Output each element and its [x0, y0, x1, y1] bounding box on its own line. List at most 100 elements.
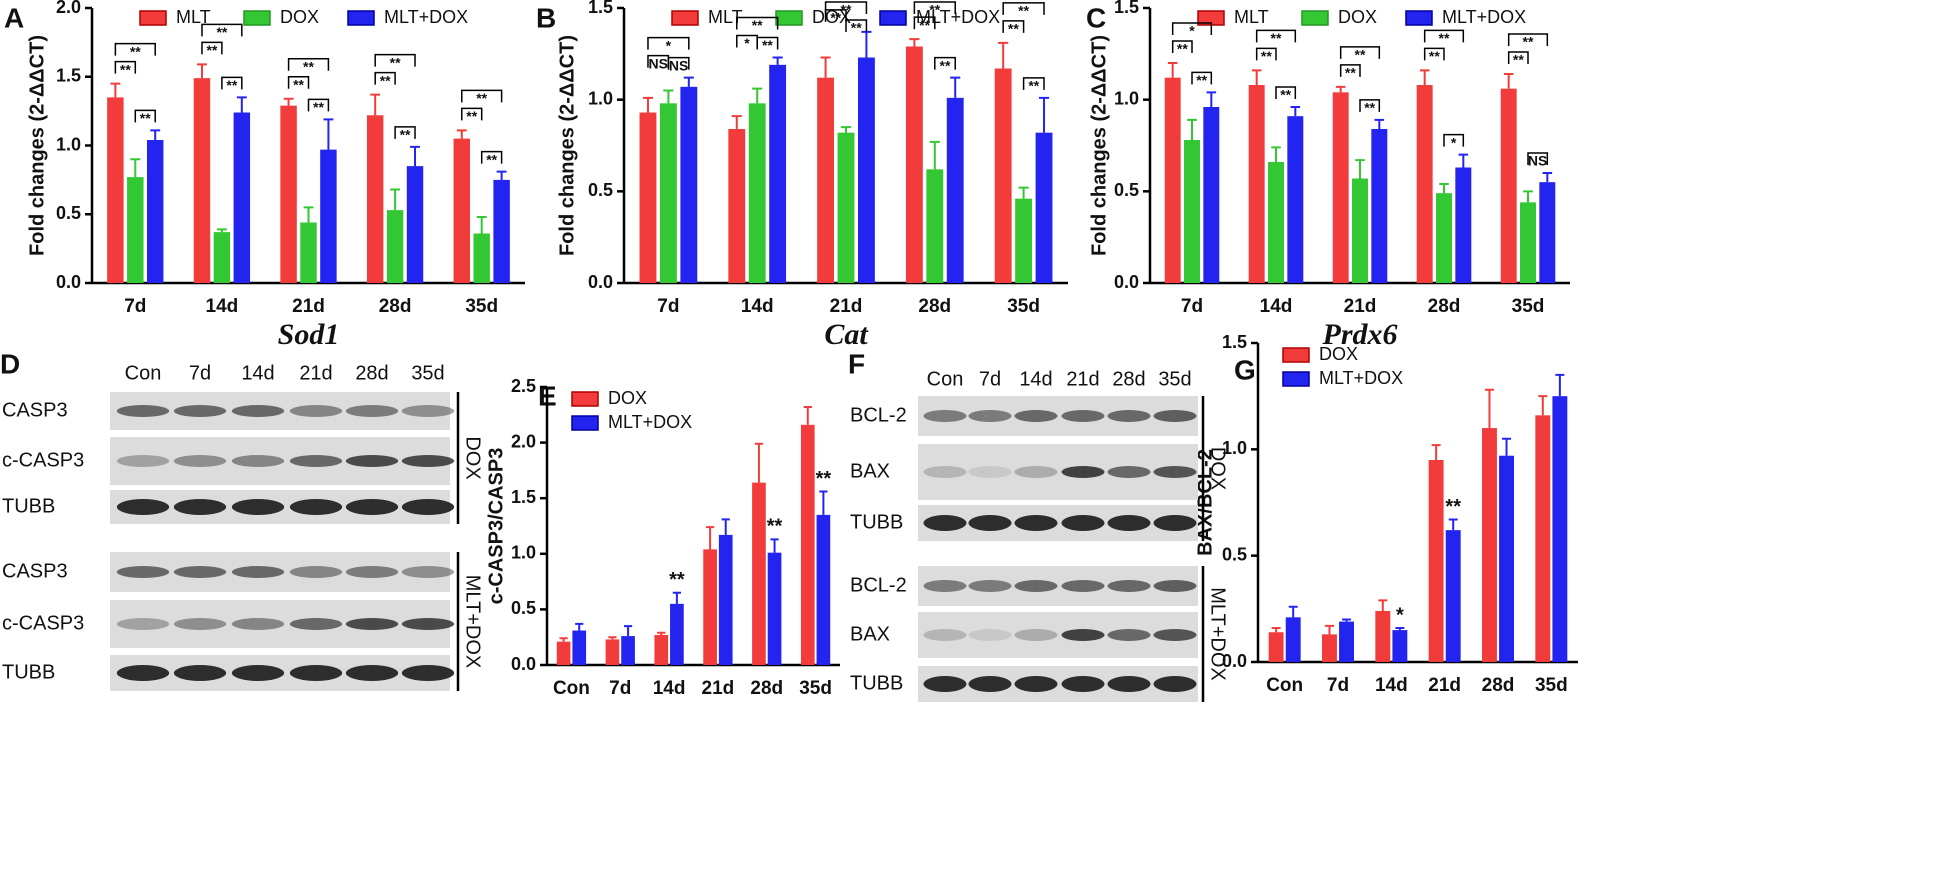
error-bar [721, 518, 730, 535]
sig-bracket [824, 9, 847, 22]
sig-label: ** [1345, 65, 1356, 81]
y-axis-label: Fold changes (2-ΔΔCT) [1088, 35, 1110, 256]
legend-label: MLT [708, 7, 743, 27]
x-tick-label: 14d [1260, 296, 1293, 317]
x-tick-label: 28d [1482, 675, 1515, 696]
blot-band [968, 515, 1012, 531]
x-tick-label: 7d [1327, 675, 1349, 696]
sig-label: ** [940, 57, 951, 73]
bar [769, 64, 787, 283]
sig-bracket [1423, 47, 1445, 61]
bar [572, 630, 587, 665]
x-tick-label: 35d [1007, 296, 1040, 317]
bar [1375, 610, 1391, 662]
bar [1445, 530, 1461, 662]
group-label: MLT+DOX [1207, 587, 1229, 681]
legend-label: MLT+DOX [384, 7, 468, 27]
error-bar [150, 129, 161, 140]
row-label: CASP3 [2, 399, 68, 421]
sig-label: * [1189, 23, 1195, 39]
bar [213, 232, 231, 283]
error-bar [706, 526, 715, 550]
sig-bracket [114, 42, 156, 56]
blot-band [1061, 676, 1105, 692]
blot-band [173, 618, 227, 630]
error-bar [1542, 172, 1553, 183]
x-tick-label: 14d [1375, 675, 1408, 696]
sig-bracket [756, 36, 779, 50]
error-bar [1538, 395, 1548, 416]
x-tick-label: 21d [1428, 675, 1461, 696]
bar [748, 103, 766, 283]
row-label: BAX [850, 460, 890, 482]
bar [1535, 415, 1551, 662]
sig-label: ** [1513, 52, 1524, 68]
sig-bracket [1339, 64, 1361, 77]
bar [1416, 85, 1433, 283]
sig-label: NS [648, 55, 667, 71]
error-bar [236, 96, 247, 113]
sig-label: NS [1528, 153, 1547, 169]
blot-band [1107, 410, 1151, 422]
bar [1248, 85, 1265, 283]
blot-band [231, 499, 285, 515]
x-tick-label: 21d [702, 678, 735, 699]
y-tick-label: 2.0 [56, 0, 81, 17]
sig-label: ** [1523, 34, 1534, 50]
sig-bracket [374, 71, 396, 85]
legend-label: MLT+DOX [1319, 368, 1403, 388]
bar [1455, 167, 1472, 283]
bar [752, 482, 766, 665]
error-bar [840, 126, 852, 133]
sig-label: ** [226, 77, 237, 93]
sig-bracket [1171, 22, 1213, 35]
y-tick-label: 0.5 [1114, 180, 1139, 200]
sig-bracket [1255, 47, 1277, 61]
legend-swatch [571, 415, 599, 431]
bar [1287, 116, 1304, 284]
x-tick-label: 14d [741, 296, 774, 317]
sig-bracket [114, 60, 137, 74]
blot-band [401, 665, 455, 681]
bar [680, 86, 698, 283]
sig-bracket [461, 89, 503, 103]
blot-band [1107, 676, 1151, 692]
sig-label: ** [466, 108, 477, 124]
sig-bracket [307, 98, 330, 112]
blot-band [923, 410, 967, 422]
error-bar [683, 76, 694, 87]
bar [857, 57, 875, 283]
bar [621, 636, 635, 665]
x-tick-label: 28d [379, 296, 412, 317]
sig-bracket [1002, 20, 1025, 33]
bar [1268, 632, 1284, 662]
sig-label: ** [1445, 496, 1461, 518]
row-label: CASP3 [2, 560, 68, 582]
sig-label: ** [476, 90, 487, 106]
sig-bracket [1171, 40, 1193, 53]
error-bar [1206, 91, 1217, 107]
sig-label: ** [1271, 30, 1282, 46]
blot-band [923, 580, 967, 592]
bar [406, 166, 424, 283]
error-bar [303, 206, 314, 223]
sig-label: ** [1018, 3, 1029, 19]
blot-band [116, 618, 170, 630]
sig-label: ** [400, 127, 411, 143]
blot-band [345, 618, 399, 630]
error-bar [731, 115, 742, 129]
error-bar [496, 170, 507, 180]
error-bar [754, 442, 764, 483]
blot-band [1107, 580, 1151, 592]
bar [837, 132, 855, 283]
panel-letter: A [4, 2, 24, 33]
bar [654, 634, 669, 665]
sig-bracket [824, 1, 868, 14]
blot-band [968, 580, 1012, 592]
blot-band [289, 665, 343, 681]
x-tick-label: Con [553, 678, 590, 699]
sig-label: ** [1261, 48, 1272, 64]
sig-bracket [736, 16, 779, 30]
row-label: BCL-2 [850, 404, 907, 426]
